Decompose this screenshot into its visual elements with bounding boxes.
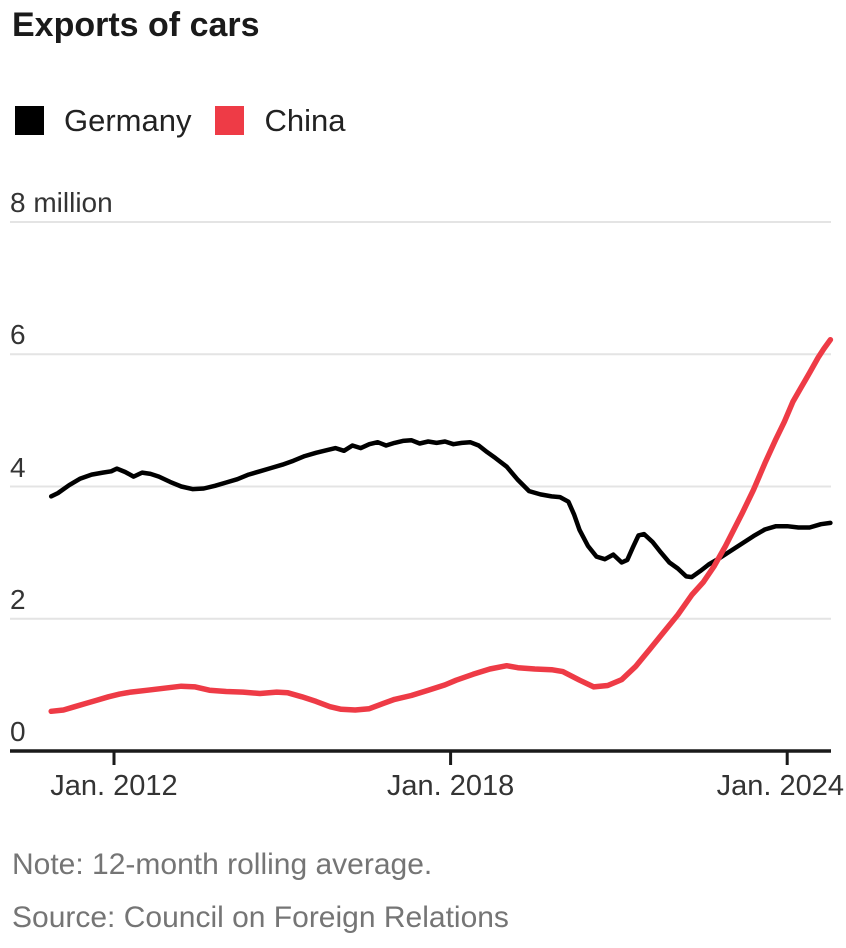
legend-item-germany: Germany: [15, 105, 191, 136]
legend: Germany China: [15, 105, 369, 136]
x-tick-label-2024: Jan. 2024: [716, 770, 844, 802]
legend-label-germany: Germany: [64, 103, 192, 138]
chart-title: Exports of cars: [12, 6, 260, 44]
legend-item-china: China: [215, 105, 345, 136]
series-line-germany: [48, 437, 833, 580]
y-tick-label-0: 0: [10, 716, 26, 747]
x-tick-label-2012: Jan. 2012: [50, 770, 178, 802]
y-tick-label-4: 4: [10, 451, 26, 483]
y-tick-label-2: 2: [10, 583, 26, 615]
germany-swatch-icon: [15, 106, 44, 135]
series-line-china: [48, 336, 834, 715]
chart-note: Note: 12-month rolling average.: [12, 848, 433, 881]
y-tick-label-6: 6: [10, 319, 26, 351]
legend-label-china: China: [264, 103, 346, 138]
y-tick-label-8: 8 million: [10, 187, 113, 218]
chart-source: Source: Council on Foreign Relations: [12, 901, 509, 934]
china-swatch-icon: [215, 106, 245, 135]
x-tick-label-2018: Jan. 2018: [386, 770, 515, 802]
